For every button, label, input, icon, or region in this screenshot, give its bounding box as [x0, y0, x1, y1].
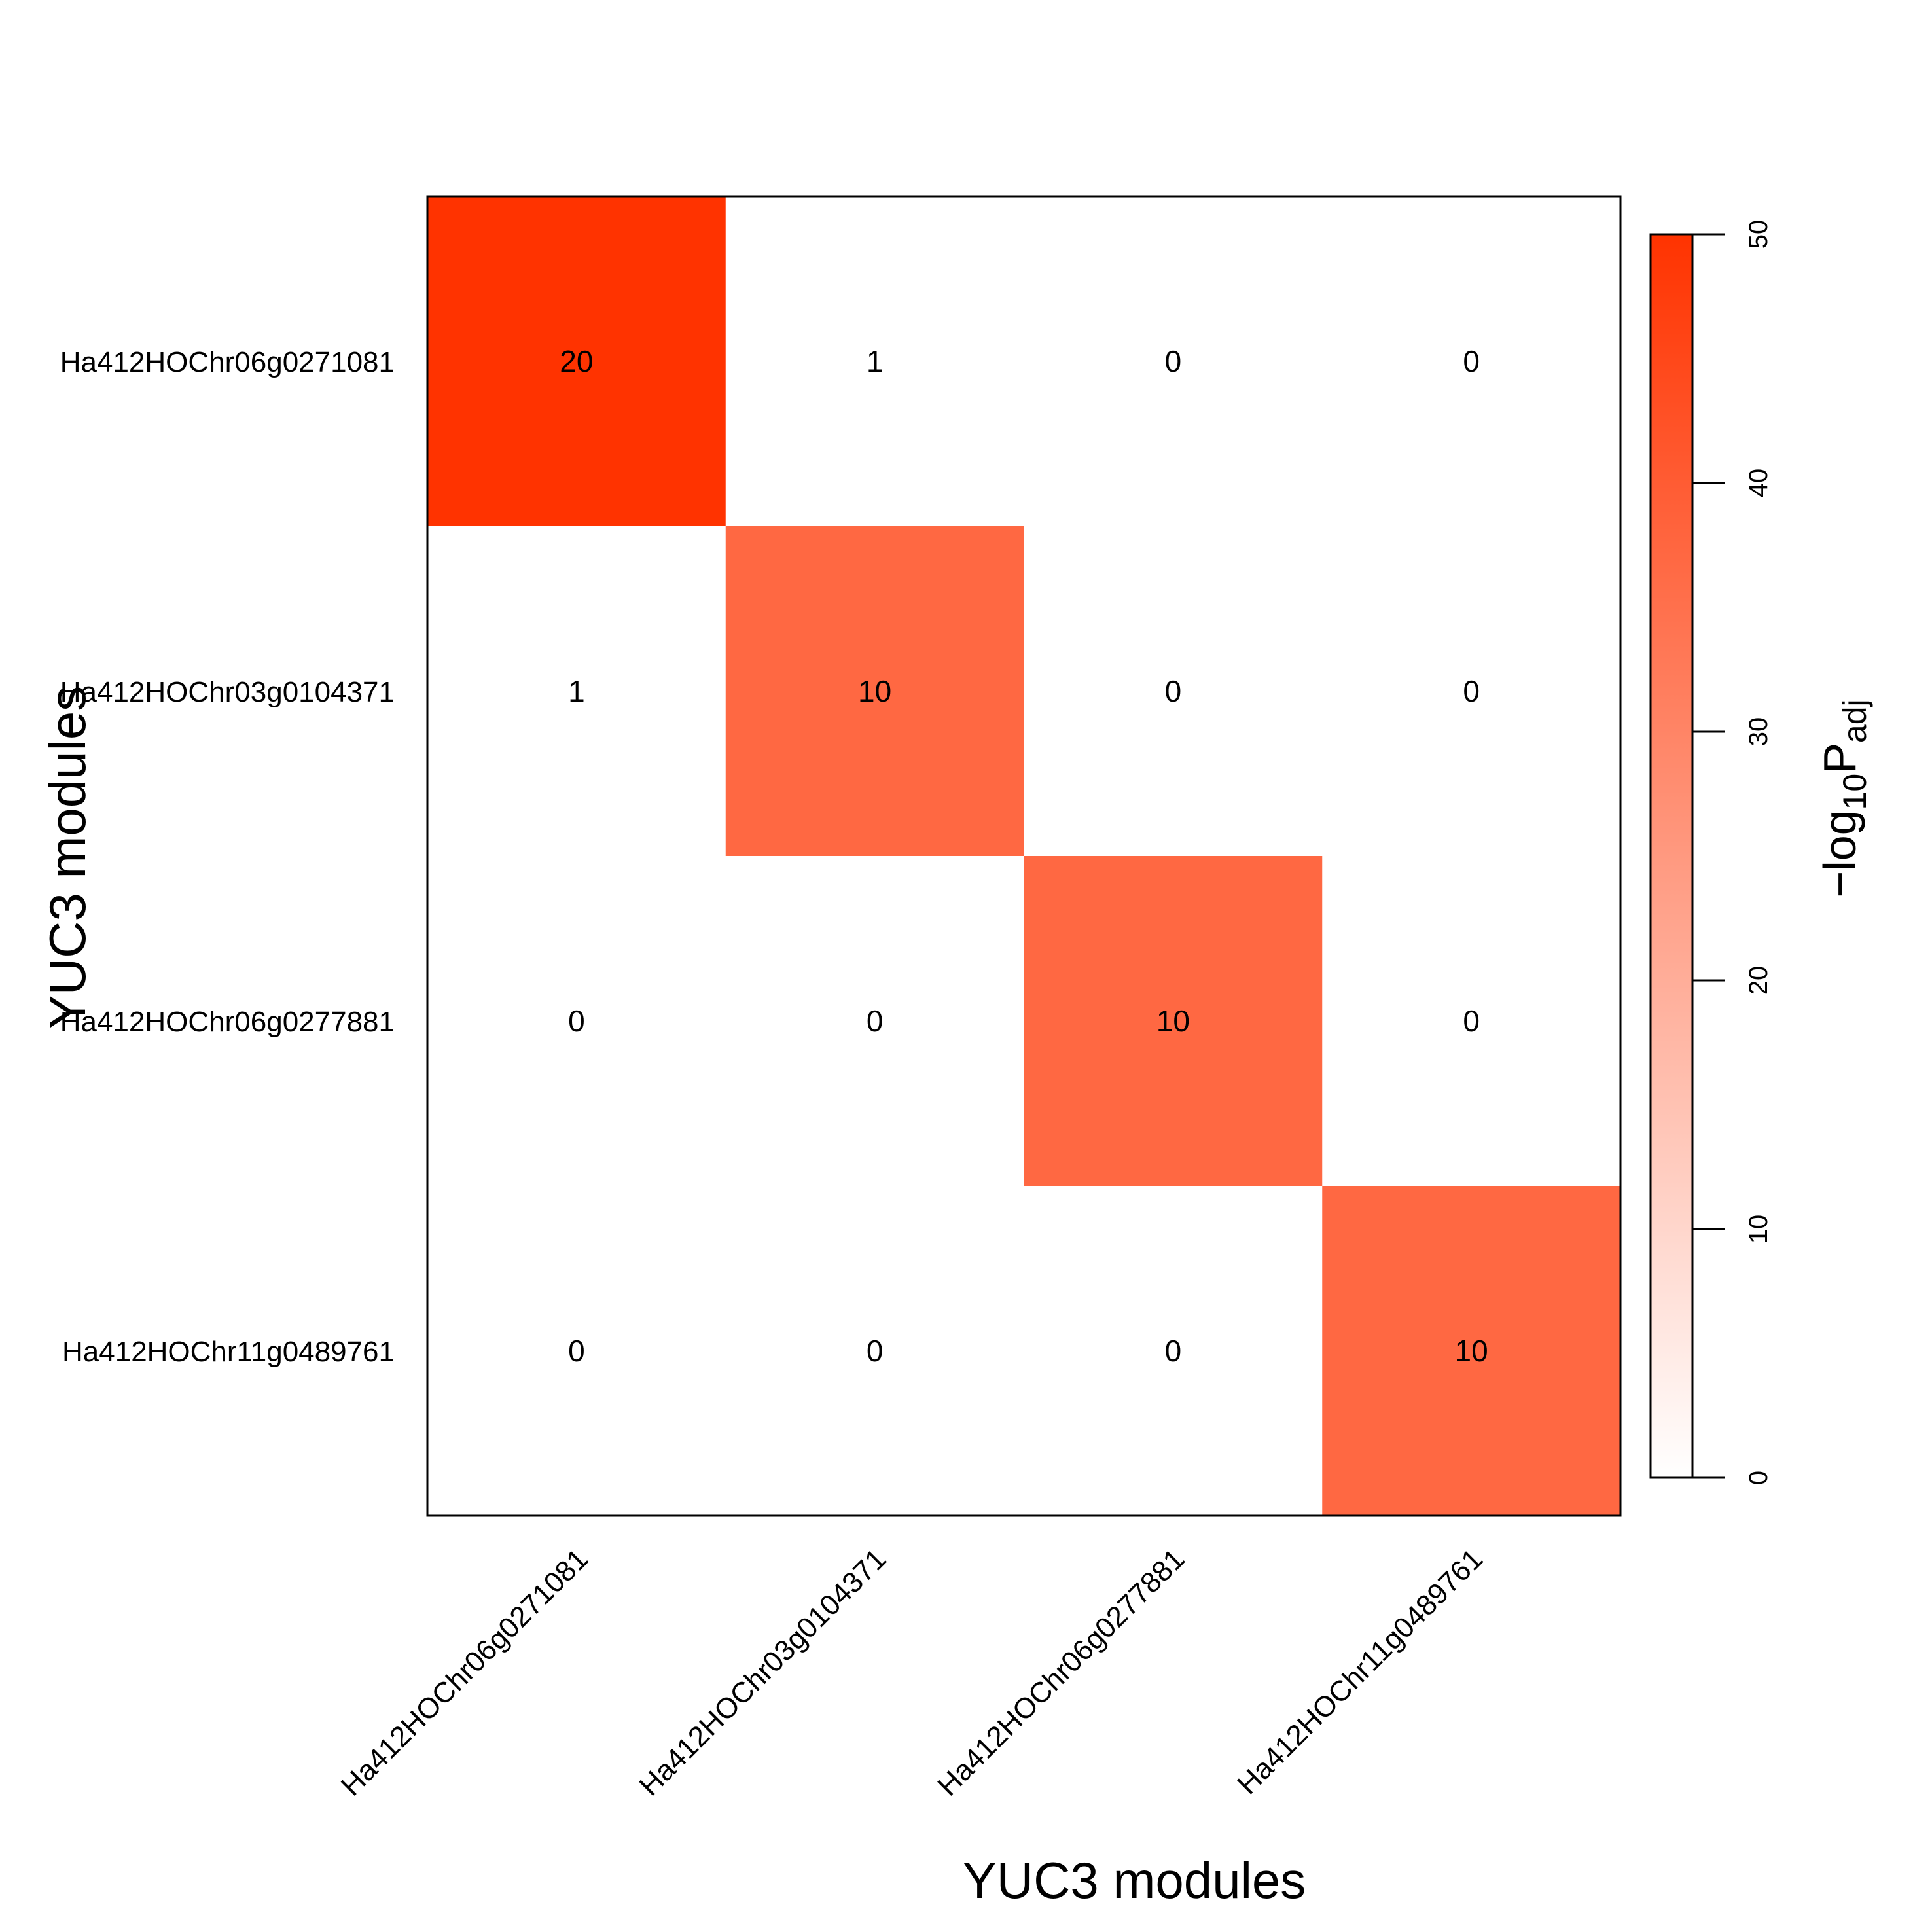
- heatmap-cell: [725, 196, 1024, 527]
- colorbar-tick-label: 30: [1744, 717, 1773, 747]
- heatmap-cells: 20 1 0 01 10 0 00 0 10 00 0 0 10: [427, 196, 1621, 1516]
- cell-label: 1: [867, 344, 884, 378]
- colorbar-title-sub10: 10: [1836, 774, 1873, 810]
- heatmap-cell: [427, 196, 726, 527]
- colorbar-tick-label: 10: [1744, 1215, 1773, 1244]
- cell-label: 0: [1463, 1004, 1480, 1038]
- y-axis-title: YUC3 modules: [39, 686, 96, 1029]
- row-label: Ha412HOChr06g0271081: [60, 346, 395, 378]
- colorbar-tick-label: 40: [1744, 469, 1773, 498]
- heatmap-cell: [1322, 1186, 1621, 1516]
- x-axis-title: YUC3 modules: [963, 1851, 1306, 1909]
- heatmap-cell: [725, 526, 1024, 857]
- cell-label: 0: [1463, 674, 1480, 708]
- colorbar-title-subadj: adj: [1836, 699, 1873, 743]
- cell-label: 0: [1463, 344, 1480, 378]
- heatmap-cell: [725, 856, 1024, 1187]
- column-label: Ha412HOChr06g0277881: [931, 1543, 1190, 1802]
- cell-label: 0: [1165, 344, 1182, 378]
- cell-label: 10: [1455, 1334, 1488, 1368]
- cell-label: 1: [568, 674, 585, 708]
- cell-label: 0: [1165, 1334, 1182, 1368]
- heatmap-cell: [1024, 856, 1323, 1187]
- cell-label: 10: [858, 674, 891, 708]
- heatmap-cell: [1322, 856, 1621, 1187]
- heatmap-cell: [1322, 526, 1621, 857]
- row-label: Ha412HOChr06g0277881: [60, 1006, 395, 1038]
- cell-label: 10: [1156, 1004, 1190, 1038]
- colorbar-tick-label: 50: [1744, 220, 1773, 249]
- heatmap-cell: [427, 1186, 726, 1516]
- heatmap-cell: [725, 1186, 1024, 1516]
- colorbar-title-prefix: −log: [1814, 810, 1865, 897]
- colorbar-tick-label: 20: [1744, 966, 1773, 995]
- heatmap-cell: [1024, 196, 1323, 527]
- cell-label: 0: [1165, 674, 1182, 708]
- heatmap-cell: [427, 526, 726, 857]
- colorbar-gradient: [1649, 233, 1694, 1479]
- column-label: Ha412HOChr03g0104371: [634, 1543, 893, 1802]
- column-label: Ha412HOChr11g0489761: [1231, 1543, 1489, 1800]
- row-labels: Ha412HOChr06g0271081 Ha412HOChr03g0104371…: [60, 346, 395, 1368]
- cell-label: 0: [867, 1004, 884, 1038]
- colorbar-title: −log10Padj: [1814, 699, 1873, 897]
- heatmap-cell: [1322, 196, 1621, 527]
- column-label: Ha412HOChr06g0271081: [335, 1543, 594, 1802]
- colorbar-title-p: P: [1814, 743, 1865, 774]
- heatmap-cell: [1024, 526, 1323, 857]
- cell-label: 0: [867, 1334, 884, 1368]
- heatmap-cell: [427, 856, 726, 1187]
- heatmap-cell: [1024, 1186, 1323, 1516]
- cell-label: 0: [568, 1004, 585, 1038]
- cell-label: 20: [560, 344, 593, 378]
- cell-label: 0: [568, 1334, 585, 1368]
- row-label: Ha412HOChr11g0489761: [62, 1336, 395, 1368]
- column-labels: Ha412HOChr06g0271081 Ha412HOChr03g0104371…: [335, 1543, 1489, 1802]
- row-label: Ha412HOChr03g0104371: [60, 676, 395, 708]
- colorbar-ticks: 0 10 20 30 40 50: [1692, 220, 1773, 1485]
- colorbar-tick-label: 0: [1744, 1471, 1773, 1485]
- plot-frame: [426, 195, 1622, 1517]
